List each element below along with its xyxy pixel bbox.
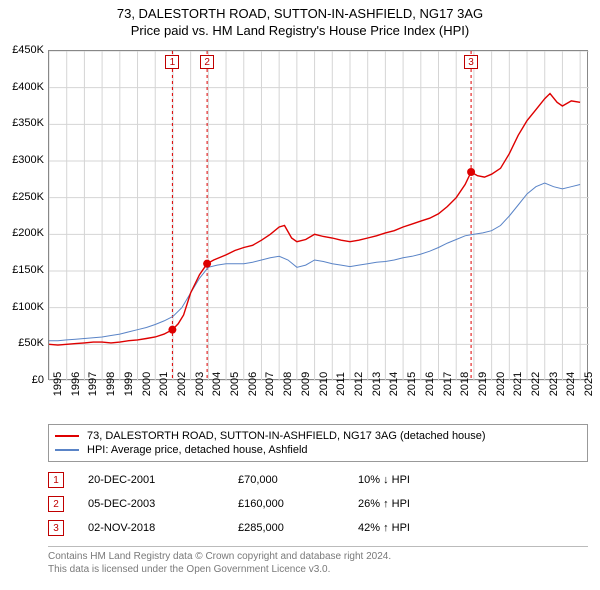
y-tick-label: £400K xyxy=(12,81,44,93)
chart-title-line1: 73, DALESTORTH ROAD, SUTTON-IN-ASHFIELD,… xyxy=(0,6,600,21)
sale-date: 02-NOV-2018 xyxy=(88,522,238,534)
x-tick-label: 2019 xyxy=(477,372,489,396)
x-tick-label: 2002 xyxy=(176,372,188,396)
sale-marker-icon: 2 xyxy=(48,496,64,512)
y-tick-label: £450K xyxy=(12,44,44,56)
x-tick-label: 2007 xyxy=(264,372,276,396)
x-tick-label: 2013 xyxy=(371,372,383,396)
chart-container: 73, DALESTORTH ROAD, SUTTON-IN-ASHFIELD,… xyxy=(0,0,600,590)
legend-swatch xyxy=(55,435,79,437)
sale-delta: 26% ↑ HPI xyxy=(358,498,588,510)
x-tick-label: 2003 xyxy=(194,372,206,396)
x-tick-label: 2022 xyxy=(530,372,542,396)
y-tick-label: £200K xyxy=(12,227,44,239)
sale-price: £70,000 xyxy=(238,474,358,486)
sale-delta: 10% ↓ HPI xyxy=(358,474,588,486)
legend-label: 73, DALESTORTH ROAD, SUTTON-IN-ASHFIELD,… xyxy=(87,430,486,442)
x-axis: 1995199619971998199920002001200220032004… xyxy=(48,380,588,420)
sale-price: £285,000 xyxy=(238,522,358,534)
x-tick-label: 2012 xyxy=(353,372,365,396)
x-tick-label: 1999 xyxy=(123,372,135,396)
x-tick-label: 2000 xyxy=(141,372,153,396)
x-tick-label: 2005 xyxy=(229,372,241,396)
x-tick-label: 2016 xyxy=(424,372,436,396)
x-tick-label: 2017 xyxy=(442,372,454,396)
x-tick-label: 2018 xyxy=(459,372,471,396)
sale-row: 2 05-DEC-2003£160,00026% ↑ HPI xyxy=(48,492,588,516)
x-tick-label: 1995 xyxy=(52,372,64,396)
legend-item: 73, DALESTORTH ROAD, SUTTON-IN-ASHFIELD,… xyxy=(55,429,581,443)
plot-area: 1 2 3 xyxy=(48,50,588,380)
sales-table: 1 20-DEC-2001£70,00010% ↓ HPI 2 05-DEC-2003… xyxy=(48,468,588,540)
y-tick-label: £0 xyxy=(32,374,44,386)
x-tick-label: 2015 xyxy=(406,372,418,396)
attribution-footer: Contains HM Land Registry data © Crown c… xyxy=(48,546,588,576)
x-tick-label: 2006 xyxy=(247,372,259,396)
sale-row: 3 02-NOV-2018£285,00042% ↑ HPI xyxy=(48,516,588,540)
x-tick-label: 2010 xyxy=(318,372,330,396)
x-tick-label: 1997 xyxy=(87,372,99,396)
footer-line2: This data is licensed under the Open Gov… xyxy=(48,563,588,576)
x-tick-label: 2004 xyxy=(211,372,223,396)
sale-price: £160,000 xyxy=(238,498,358,510)
x-tick-label: 1998 xyxy=(105,372,117,396)
sale-delta: 42% ↑ HPI xyxy=(358,522,588,534)
legend-swatch xyxy=(55,449,79,451)
x-tick-label: 2008 xyxy=(282,372,294,396)
x-tick-label: 2021 xyxy=(512,372,524,396)
sale-marker-3: 3 xyxy=(464,55,478,69)
x-tick-label: 2014 xyxy=(388,372,400,396)
x-tick-label: 2011 xyxy=(335,372,347,396)
x-tick-label: 2009 xyxy=(300,372,312,396)
x-tick-label: 2023 xyxy=(548,372,560,396)
legend-item: HPI: Average price, detached house, Ashf… xyxy=(55,443,581,457)
chart-svg xyxy=(49,51,589,381)
legend: 73, DALESTORTH ROAD, SUTTON-IN-ASHFIELD,… xyxy=(48,424,588,462)
sale-marker-icon: 3 xyxy=(48,520,64,536)
x-tick-label: 2020 xyxy=(495,372,507,396)
chart-title-line2: Price paid vs. HM Land Registry's House … xyxy=(0,23,600,38)
y-tick-label: £350K xyxy=(12,117,44,129)
y-tick-label: £50K xyxy=(18,337,44,349)
x-tick-label: 1996 xyxy=(70,372,82,396)
y-tick-label: £100K xyxy=(12,301,44,313)
legend-label: HPI: Average price, detached house, Ashf… xyxy=(87,444,308,456)
sale-marker-2: 2 xyxy=(200,55,214,69)
sale-marker-icon: 1 xyxy=(48,472,64,488)
sale-marker-1: 1 xyxy=(165,55,179,69)
y-tick-label: £150K xyxy=(12,264,44,276)
x-tick-label: 2024 xyxy=(565,372,577,396)
sale-date: 05-DEC-2003 xyxy=(88,498,238,510)
y-axis: £0£50K£100K£150K£200K£250K£300K£350K£400… xyxy=(0,50,46,380)
title-block: 73, DALESTORTH ROAD, SUTTON-IN-ASHFIELD,… xyxy=(0,0,600,38)
sale-date: 20-DEC-2001 xyxy=(88,474,238,486)
y-tick-label: £300K xyxy=(12,154,44,166)
sale-row: 1 20-DEC-2001£70,00010% ↓ HPI xyxy=(48,468,588,492)
x-tick-label: 2001 xyxy=(158,372,170,396)
x-tick-label: 2025 xyxy=(583,372,595,396)
footer-line1: Contains HM Land Registry data © Crown c… xyxy=(48,550,588,563)
y-tick-label: £250K xyxy=(12,191,44,203)
